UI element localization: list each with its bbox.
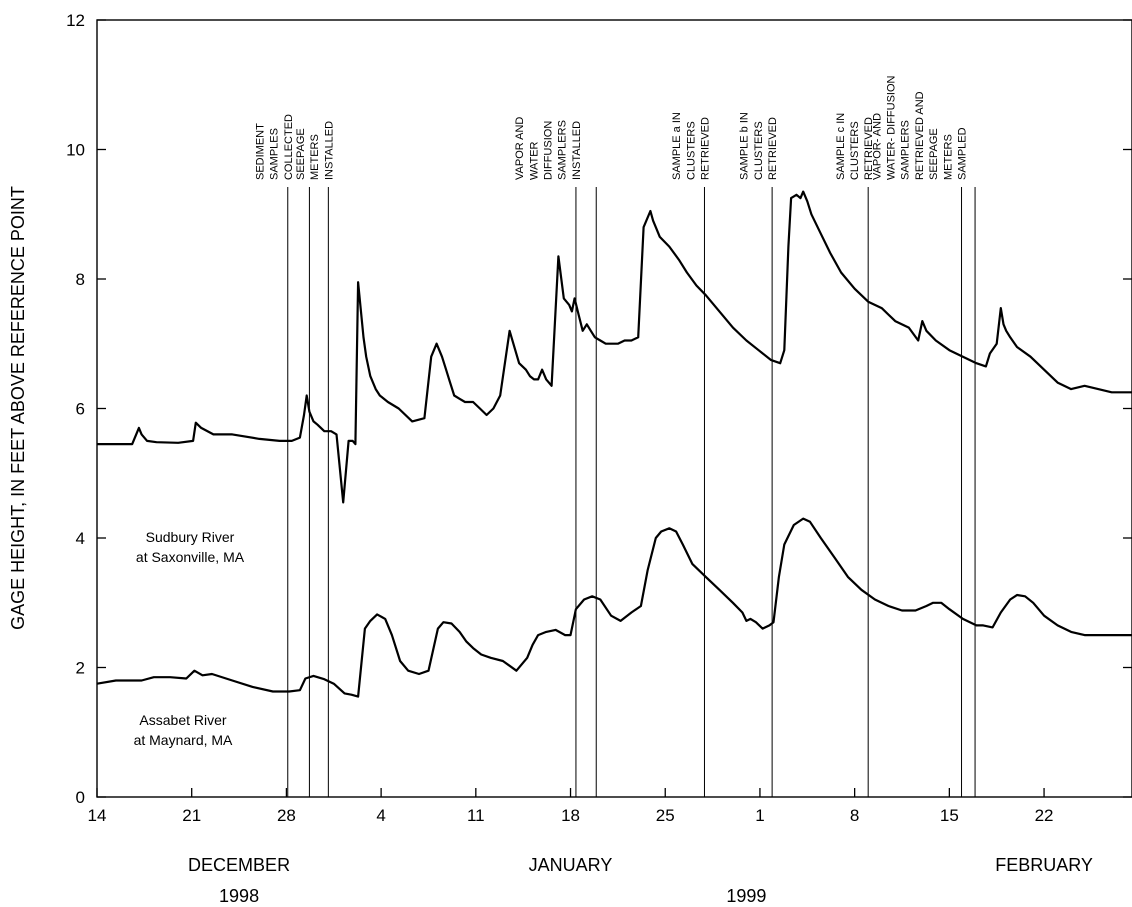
event-label: CLUSTERS [685,121,697,180]
x-tick-label: 21 [182,806,201,825]
y-tick-label: 10 [66,141,85,160]
series-label-1: Sudbury River [146,529,235,545]
y-tick-label: 8 [76,270,85,289]
series-layer [96,190,1132,698]
event-label: SAMPLED [957,127,969,180]
event-label: SEDIMENT [254,123,266,180]
year-label: 1999 [726,886,766,906]
labels-layer: GAGE HEIGHT, IN FEET ABOVE REFERENCE POI… [8,11,1093,906]
event-label: CLUSTERS [849,121,861,180]
series-label-1: at Saxonville, MA [136,549,245,565]
event-label: METERS [309,134,321,180]
event-lines-layer [287,187,976,797]
event-label: WATER [528,141,540,180]
series-label-2: Assabet River [139,712,226,728]
event-label: SAMPLE c IN [835,113,847,180]
y-axis-label: GAGE HEIGHT, IN FEET ABOVE REFERENCE POI… [8,186,28,630]
event-label: RETRIEVED [699,117,711,180]
x-tick-label: 1 [755,806,764,825]
event-label: SAMPLE b IN [739,112,751,180]
event-label: SEEPAGE [295,128,307,180]
event-label: VAPOR- AND [871,113,883,180]
y-tick-label: 12 [66,11,85,30]
series-label-2: at Maynard, MA [134,732,233,748]
event-label: SAMPLES [269,128,281,180]
event-label: INSTALLED [571,121,583,180]
y-tick-label: 2 [76,659,85,678]
x-tick-label: 15 [940,806,959,825]
event-label: CLUSTERS [753,121,765,180]
event-label: RETRIEVED [863,117,875,180]
event-label: DIFFUSION [543,121,555,180]
x-tick-label: 25 [656,806,675,825]
year-label: 1998 [219,886,259,906]
x-tick-label: 8 [850,806,859,825]
y-tick-label: 6 [76,400,85,419]
x-tick-label: 18 [561,806,580,825]
x-tick-label: 22 [1035,806,1054,825]
x-tick-label: 11 [467,806,485,825]
event-label: SAMPLE a IN [671,112,683,180]
axes-layer [96,19,1132,798]
event-label: SAMPLERS [557,120,569,180]
y-tick-label: 4 [76,529,85,548]
plot-frame [96,19,1132,798]
event-label: RETRIEVED [767,117,779,180]
event-label: WATER- DIFFUSION [886,75,898,180]
series-line-1 [97,190,1132,504]
x-tick-label: 14 [88,806,107,825]
event-label: RETRIEVED AND [914,91,926,180]
event-label: SEEPAGE [928,128,940,180]
event-label: SAMPLERS [900,120,912,180]
x-tick-label: 4 [376,806,385,825]
event-label: INSTALLED [323,121,335,180]
y-tick-label: 0 [76,788,85,807]
month-label: JANUARY [529,855,613,875]
event-label: VAPOR AND [514,117,526,180]
x-tick-label: 28 [277,806,296,825]
series-line-2 [96,517,1132,698]
month-label: DECEMBER [188,855,290,875]
event-label: METERS [942,134,954,180]
month-label: FEBRUARY [995,855,1093,875]
event-label: COLLECTED [283,114,295,180]
